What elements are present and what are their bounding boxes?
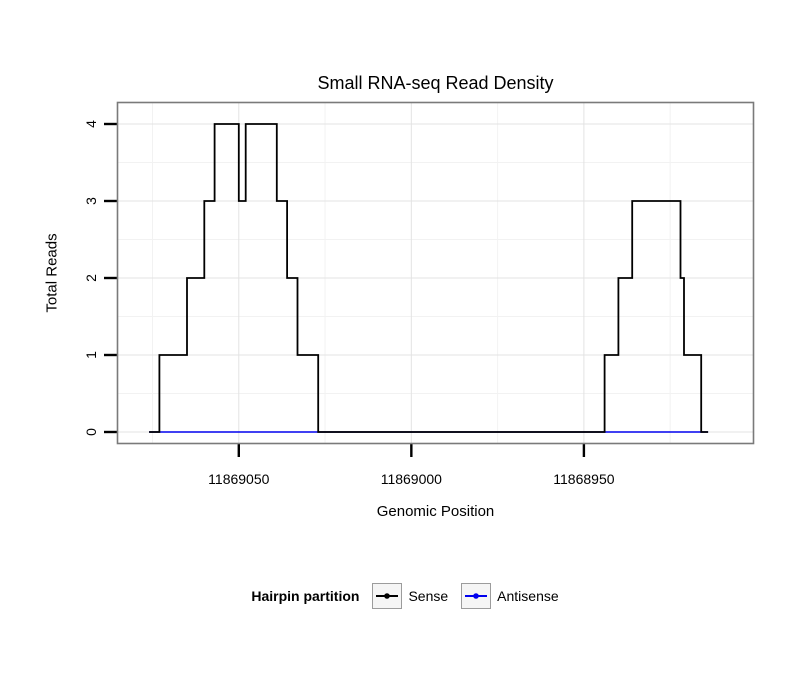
- x-tick-label: 11868950: [553, 471, 615, 487]
- x-tick-label: 11869050: [208, 471, 270, 487]
- line-point-icon: [465, 593, 488, 599]
- sense-key-icon: [372, 583, 403, 609]
- y-tick-label: 0: [83, 428, 99, 436]
- sense-line: [149, 123, 709, 433]
- legend-item-antisense: Antisense: [461, 583, 559, 609]
- y-tick-label: 3: [83, 197, 99, 205]
- x-tick-label: 11869000: [380, 471, 442, 487]
- y-tick-label: 1: [83, 351, 99, 359]
- y-tick-label: 4: [83, 120, 99, 128]
- legend-label-antisense: Antisense: [497, 588, 559, 604]
- legend: Hairpin partition Sense Antisense: [0, 583, 810, 609]
- y-tick-label: 2: [83, 274, 99, 282]
- legend-title: Hairpin partition: [251, 588, 360, 604]
- legend-label-sense: Sense: [408, 588, 449, 604]
- axis-tick-marks: [104, 122, 586, 457]
- antisense-key-icon: [461, 583, 492, 609]
- panel-border: [116, 101, 755, 445]
- x-axis-label: Genomic Position: [376, 503, 495, 520]
- gridlines-major: [118, 103, 753, 443]
- legend-item-sense: Sense: [372, 583, 448, 609]
- line-point-icon: [376, 593, 399, 599]
- chart-title: Small RNA-seq Read Density: [317, 73, 554, 93]
- gridlines-minor: [118, 103, 753, 443]
